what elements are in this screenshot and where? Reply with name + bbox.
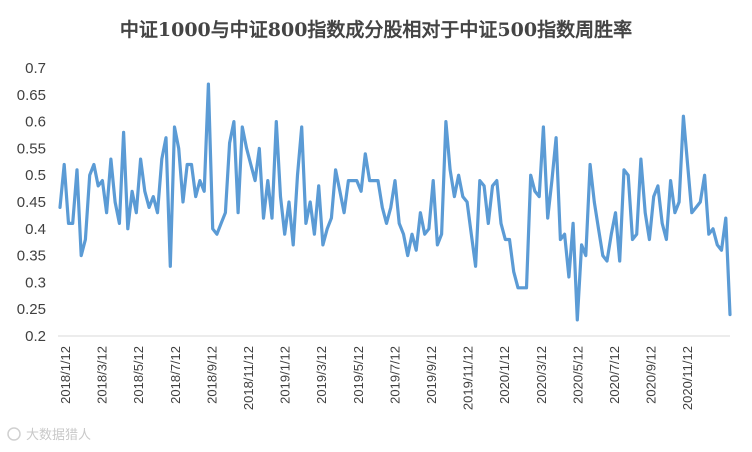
y-tick-label: 0.35 [17,248,46,265]
y-tick-label: 0.45 [17,194,46,211]
x-tick-label: 2018/7/12 [168,346,183,404]
chart-title: 中证1000与中证800指数成分股相对于中证500指数周胜率 [120,18,632,41]
y-tick-label: 0.55 [17,140,46,157]
x-tick-label: 2020/3/12 [534,346,549,404]
watermark-logo-icon [7,427,21,441]
y-axis: 0.2 0.25 0.3 0.35 0.4 0.45 0.5 0.55 0.6 0.65 0.7 [17,60,46,345]
y-tick-label: 0.3 [25,274,46,291]
watermark: 大数据猎人 [7,427,91,443]
x-tick-label: 2018/5/12 [131,346,146,404]
x-tick-label: 2018/3/12 [95,346,110,404]
x-tick-label: 2019/5/12 [351,346,366,404]
x-tick-label: 2019/7/12 [387,346,402,404]
x-axis: 2018/1/12 2018/3/12 2018/5/12 2018/7/12 2018… [58,335,730,410]
x-tick-label: 2018/11/12 [241,346,256,410]
y-tick-label: 0.65 [17,87,46,104]
x-tick-label: 2019/3/12 [314,346,329,404]
x-tick-label: 2019/9/12 [424,346,439,404]
y-tick-label: 0.4 [25,221,46,238]
x-tick-label: 2020/5/12 [570,346,585,404]
x-tick-label: 2019/11/12 [461,346,476,410]
y-tick-label: 0.6 [25,114,46,131]
series-line [58,82,732,322]
y-tick-label: 0.2 [25,328,46,345]
x-tick-label: 2020/11/12 [680,346,695,410]
y-tick-label: 0.5 [25,167,46,184]
series-layer [58,82,732,322]
x-tick-label: 2018/1/12 [58,346,73,404]
y-tick-label: 0.7 [25,60,46,77]
x-tick-label: 2019/1/12 [278,346,293,404]
watermark-text: 大数据猎人 [26,428,91,443]
x-tick-label: 2018/9/12 [204,346,219,404]
x-tick-label: 2020/9/12 [644,346,659,404]
y-tick-label: 0.25 [17,301,46,318]
x-tick-label: 2020/1/12 [497,346,512,404]
x-tick-label: 2020/7/12 [607,346,622,404]
